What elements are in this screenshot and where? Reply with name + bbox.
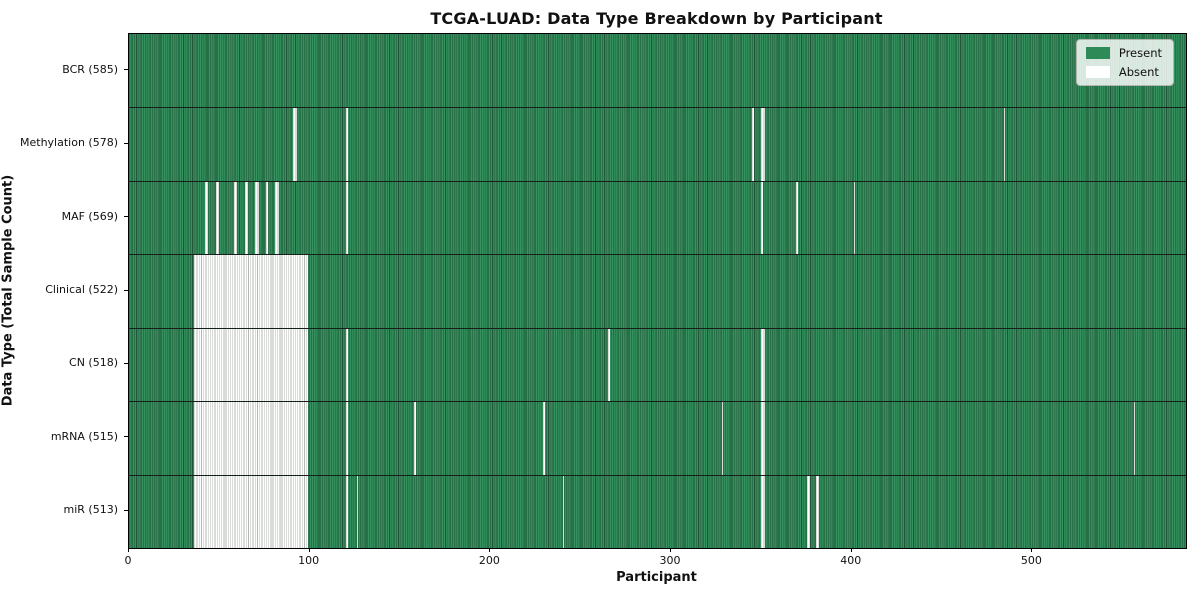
absent-segment	[293, 108, 298, 181]
heatmap-row-methylation	[129, 107, 1186, 181]
legend: Present Absent	[1075, 39, 1174, 86]
y-tick-mark	[124, 509, 128, 511]
y-tick-mark	[124, 216, 128, 218]
y-tick-label: Methylation (578)	[20, 136, 118, 150]
absent-segment	[194, 328, 308, 402]
chart-title: TCGA-LUAD: Data Type Breakdown by Partic…	[430, 9, 883, 28]
present-swatch	[1085, 47, 1110, 59]
absent-segment	[806, 475, 811, 548]
heatmap-row-bcr	[129, 34, 1186, 108]
absent-segment	[215, 181, 220, 255]
absent-segment	[721, 402, 724, 475]
absent-segment	[356, 475, 359, 548]
absent-segment	[761, 181, 764, 255]
legend-item-absent: Absent	[1085, 65, 1162, 79]
absent-segment	[815, 475, 820, 548]
absent-segment	[345, 402, 348, 475]
legend-item-present: Present	[1085, 46, 1162, 60]
x-tick-label: 400	[840, 554, 862, 567]
absent-swatch	[1085, 66, 1110, 78]
y-tick-label: Clinical (522)	[45, 283, 118, 296]
y-tick-mark	[124, 69, 128, 71]
absent-segment	[542, 402, 545, 475]
y-tick-label: BCR (585)	[62, 62, 118, 76]
absent-segment	[244, 181, 249, 255]
absent-segment	[752, 108, 755, 181]
absent-segment	[345, 328, 348, 402]
absent-segment	[233, 181, 238, 255]
x-tick-label: 0	[124, 554, 132, 567]
y-tick-mark	[124, 142, 128, 144]
x-tick-label: 500	[1020, 554, 1042, 567]
x-tick-mark	[1031, 548, 1033, 552]
absent-segment	[345, 181, 348, 255]
absent-segment	[1003, 108, 1006, 181]
absent-segment	[266, 181, 269, 255]
absent-segment	[761, 108, 765, 181]
absent-segment	[345, 108, 348, 181]
plot-area: Present Absent	[128, 33, 1187, 549]
absent-segment	[194, 402, 308, 475]
y-tick-mark	[124, 362, 128, 364]
heatmap-row-maf	[129, 180, 1186, 255]
absent-segment	[607, 328, 610, 402]
absent-segment	[204, 181, 209, 255]
legend-label-absent: Absent	[1118, 65, 1159, 79]
x-tick-mark	[489, 548, 491, 552]
x-tick-label: 100	[298, 554, 320, 567]
y-tick-label: MAF (569)	[61, 209, 118, 223]
heatmap-row-clinical	[129, 254, 1186, 328]
absent-segment	[761, 402, 765, 475]
legend-label-present: Present	[1118, 46, 1162, 60]
absent-segment	[761, 328, 765, 402]
absent-segment	[1133, 402, 1136, 475]
x-tick-label: 300	[659, 554, 681, 567]
y-tick-mark	[124, 436, 128, 438]
absent-segment	[345, 475, 348, 548]
absent-segment	[194, 255, 308, 328]
x-tick-mark	[850, 548, 852, 552]
y-tick-label: miR (513)	[63, 503, 119, 517]
absent-segment	[414, 402, 417, 475]
absent-segment	[194, 475, 308, 548]
x-tick-mark	[670, 548, 672, 552]
y-tick-mark	[124, 289, 128, 291]
absent-segment	[795, 181, 798, 255]
absent-segment	[761, 475, 765, 548]
x-tick-mark	[128, 548, 129, 552]
heatmap-row-mir	[129, 474, 1186, 548]
y-tick-label: CN (518)	[69, 356, 118, 370]
heatmap-row-cn	[129, 327, 1186, 402]
absent-segment	[255, 181, 260, 255]
absent-segment	[853, 181, 856, 255]
y-tick-label: mRNA (515)	[50, 429, 118, 443]
absent-segment	[275, 181, 279, 255]
x-axis-label: Participant	[616, 570, 697, 585]
x-tick-label: 200	[478, 554, 500, 567]
heatmap-row-mrna	[129, 401, 1186, 475]
x-tick-mark	[308, 548, 310, 552]
absent-segment	[562, 475, 565, 548]
